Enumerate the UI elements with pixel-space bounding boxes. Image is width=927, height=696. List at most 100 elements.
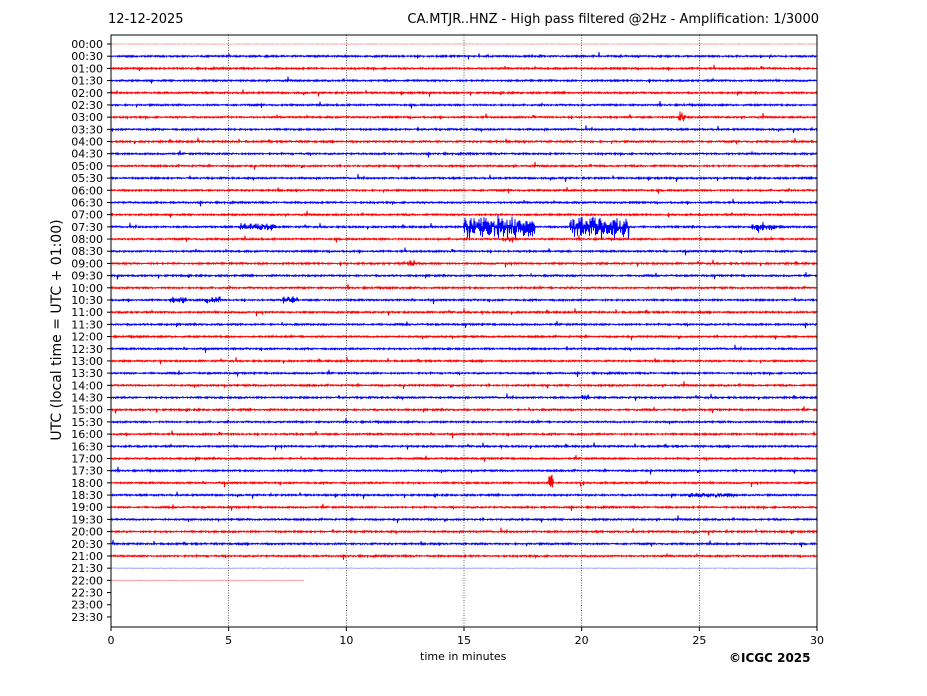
date-label: 12-12-2025 xyxy=(108,12,184,27)
y-tick-label: 20:30 xyxy=(71,538,103,551)
y-tick-label: 08:30 xyxy=(71,245,103,258)
trace-1100 xyxy=(110,308,818,317)
y-tick-label: 06:30 xyxy=(71,196,103,209)
y-tick-label: 03:30 xyxy=(71,123,103,136)
trace-1530 xyxy=(110,418,818,425)
trace-0300 xyxy=(110,111,818,122)
y-tick-label: 05:00 xyxy=(71,160,103,173)
y-tick-label: 09:30 xyxy=(71,270,103,283)
x-tick-label: 25 xyxy=(692,634,706,647)
trace-1300 xyxy=(110,356,818,365)
y-tick-label: 16:30 xyxy=(71,440,103,453)
y-tick-label: 15:30 xyxy=(71,416,103,429)
y-tick-label: 15:00 xyxy=(71,404,103,417)
trace-2100 xyxy=(110,552,818,560)
plot-frame xyxy=(110,34,818,628)
y-tick-label: 23:00 xyxy=(71,599,103,612)
copyright: ©ICGC 2025 xyxy=(729,651,811,665)
trace-1600 xyxy=(110,430,818,439)
trace-0930 xyxy=(110,272,818,280)
x-tick-label: 30 xyxy=(810,634,824,647)
trace-0330 xyxy=(110,125,818,134)
trace-2000 xyxy=(110,527,818,536)
trace-0630 xyxy=(110,198,818,207)
y-tick-label: 04:30 xyxy=(71,148,103,161)
trace-0700 xyxy=(110,210,818,218)
y-tick-label: 22:00 xyxy=(71,574,103,587)
trace-0000 xyxy=(110,43,818,45)
trace-0900 xyxy=(110,259,818,268)
y-tick-label: 17:00 xyxy=(71,452,103,465)
y-tick-label: 18:30 xyxy=(71,489,103,502)
y-tick-label: 12:00 xyxy=(71,331,103,344)
trace-1930 xyxy=(110,515,818,524)
trace-1230 xyxy=(110,344,818,353)
trace-1830 xyxy=(110,491,818,499)
trace-1500 xyxy=(110,406,818,414)
y-tick-label: 10:30 xyxy=(71,294,103,307)
trace-1000 xyxy=(110,283,817,291)
x-tick-label: 10 xyxy=(339,634,353,647)
trace-0600 xyxy=(110,186,818,194)
y-tick-label: 06:00 xyxy=(71,184,103,197)
y-tick-label: 19:30 xyxy=(71,513,103,526)
x-tick-label: 5 xyxy=(225,634,232,647)
y-tick-label: 11:00 xyxy=(71,306,103,319)
trace-1430 xyxy=(110,393,818,401)
x-tick-label: 0 xyxy=(108,634,115,647)
trace-0500 xyxy=(110,161,818,170)
y-tick-label: 03:00 xyxy=(71,111,103,124)
y-tick-label: 12:30 xyxy=(71,343,103,356)
trace-0430 xyxy=(110,150,818,158)
trace-1800 xyxy=(110,474,818,488)
trace-1630 xyxy=(110,442,818,451)
y-tick-label: 14:00 xyxy=(71,379,103,392)
trace-2130 xyxy=(110,567,818,569)
trace-1730 xyxy=(110,466,818,475)
trace-0730 xyxy=(110,214,818,240)
y-tick-label: 13:30 xyxy=(71,367,103,380)
y-tick-label: 00:00 xyxy=(71,38,103,51)
trace-0130 xyxy=(110,76,818,84)
trace-0030 xyxy=(110,51,818,60)
trace-0200 xyxy=(110,88,818,97)
trace-1400 xyxy=(110,381,818,390)
trace-1030 xyxy=(110,296,818,305)
trace-1200 xyxy=(110,333,818,341)
trace-0230 xyxy=(110,101,818,109)
y-tick-label: 14:30 xyxy=(71,392,103,405)
y-tick-label: 19:00 xyxy=(71,501,103,514)
y-tick-label: 13:00 xyxy=(71,355,103,368)
y-tick-label: 21:30 xyxy=(71,562,103,575)
trace-0530 xyxy=(110,173,818,183)
chart-title: CA.MTJR..HNZ - High pass filtered @2Hz -… xyxy=(407,12,819,27)
trace-1900 xyxy=(110,503,818,512)
y-tick-label: 07:30 xyxy=(71,221,103,234)
y-tick-label: 02:30 xyxy=(71,99,103,112)
y-tick-label: 16:00 xyxy=(71,428,103,441)
y-tick-label: 18:00 xyxy=(71,477,103,490)
y-tick-label: 21:00 xyxy=(71,550,103,563)
y-axis-label: UTC (local time = UTC + 01:00) xyxy=(49,219,65,441)
x-axis-label: time in minutes xyxy=(420,650,507,663)
y-tick-label: 08:00 xyxy=(71,233,103,246)
trace-0800 xyxy=(110,235,818,243)
trace-2200 xyxy=(110,579,305,582)
y-tick-label: 05:30 xyxy=(71,172,103,185)
y-tick-label: 22:30 xyxy=(71,587,103,600)
y-tick-label: 07:00 xyxy=(71,209,103,222)
trace-1130 xyxy=(110,320,818,329)
x-tick-label: 15 xyxy=(457,634,471,647)
trace-1700 xyxy=(110,454,818,462)
y-tick-label: 11:30 xyxy=(71,318,103,331)
trace-0830 xyxy=(110,247,818,256)
trace-1330 xyxy=(110,369,818,377)
y-tick-label: 10:00 xyxy=(71,282,103,295)
x-tick-label: 20 xyxy=(575,634,589,647)
y-tick-label: 20:00 xyxy=(71,526,103,539)
y-tick-label: 17:30 xyxy=(71,465,103,478)
trace-0100 xyxy=(110,64,818,72)
y-tick-label: 09:00 xyxy=(71,257,103,270)
y-tick-label: 01:30 xyxy=(71,75,103,88)
